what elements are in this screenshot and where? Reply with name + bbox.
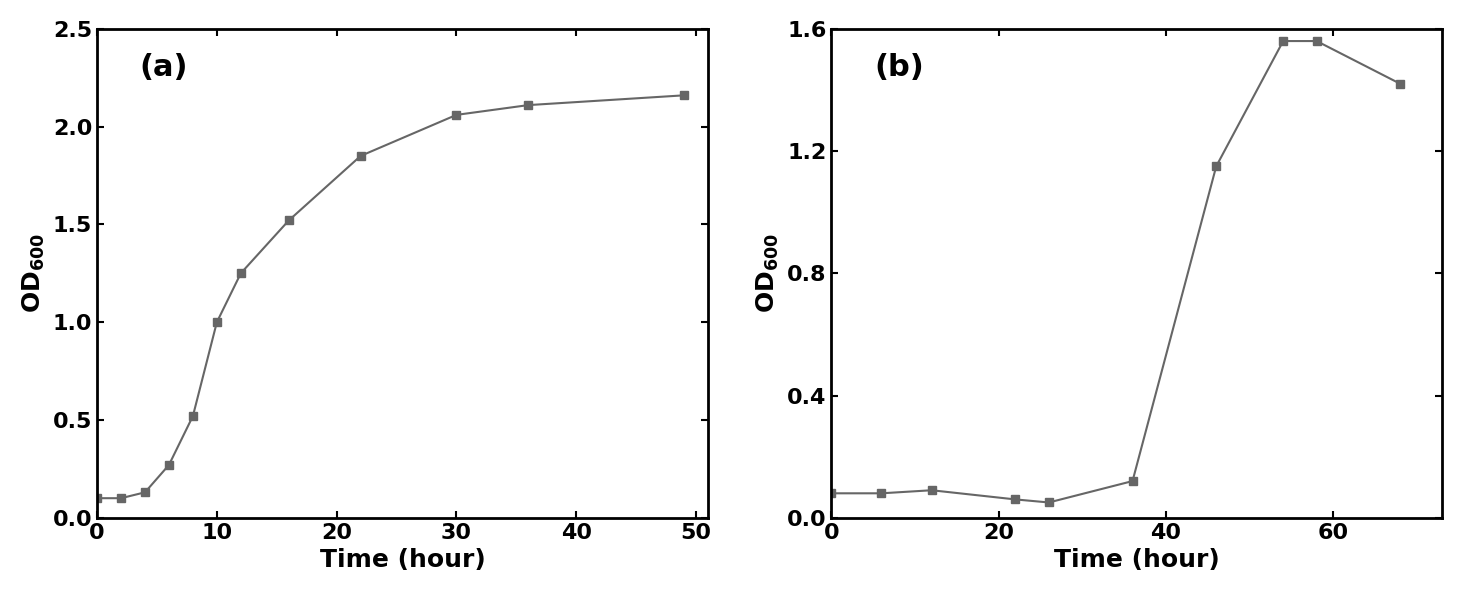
X-axis label: Time (hour): Time (hour)	[319, 548, 486, 572]
Y-axis label: OD$_{600}$: OD$_{600}$	[755, 233, 781, 313]
Text: (a): (a)	[140, 53, 189, 82]
Y-axis label: OD$_{600}$: OD$_{600}$	[20, 233, 47, 313]
Text: (b): (b)	[873, 53, 923, 82]
X-axis label: Time (hour): Time (hour)	[1053, 548, 1220, 572]
